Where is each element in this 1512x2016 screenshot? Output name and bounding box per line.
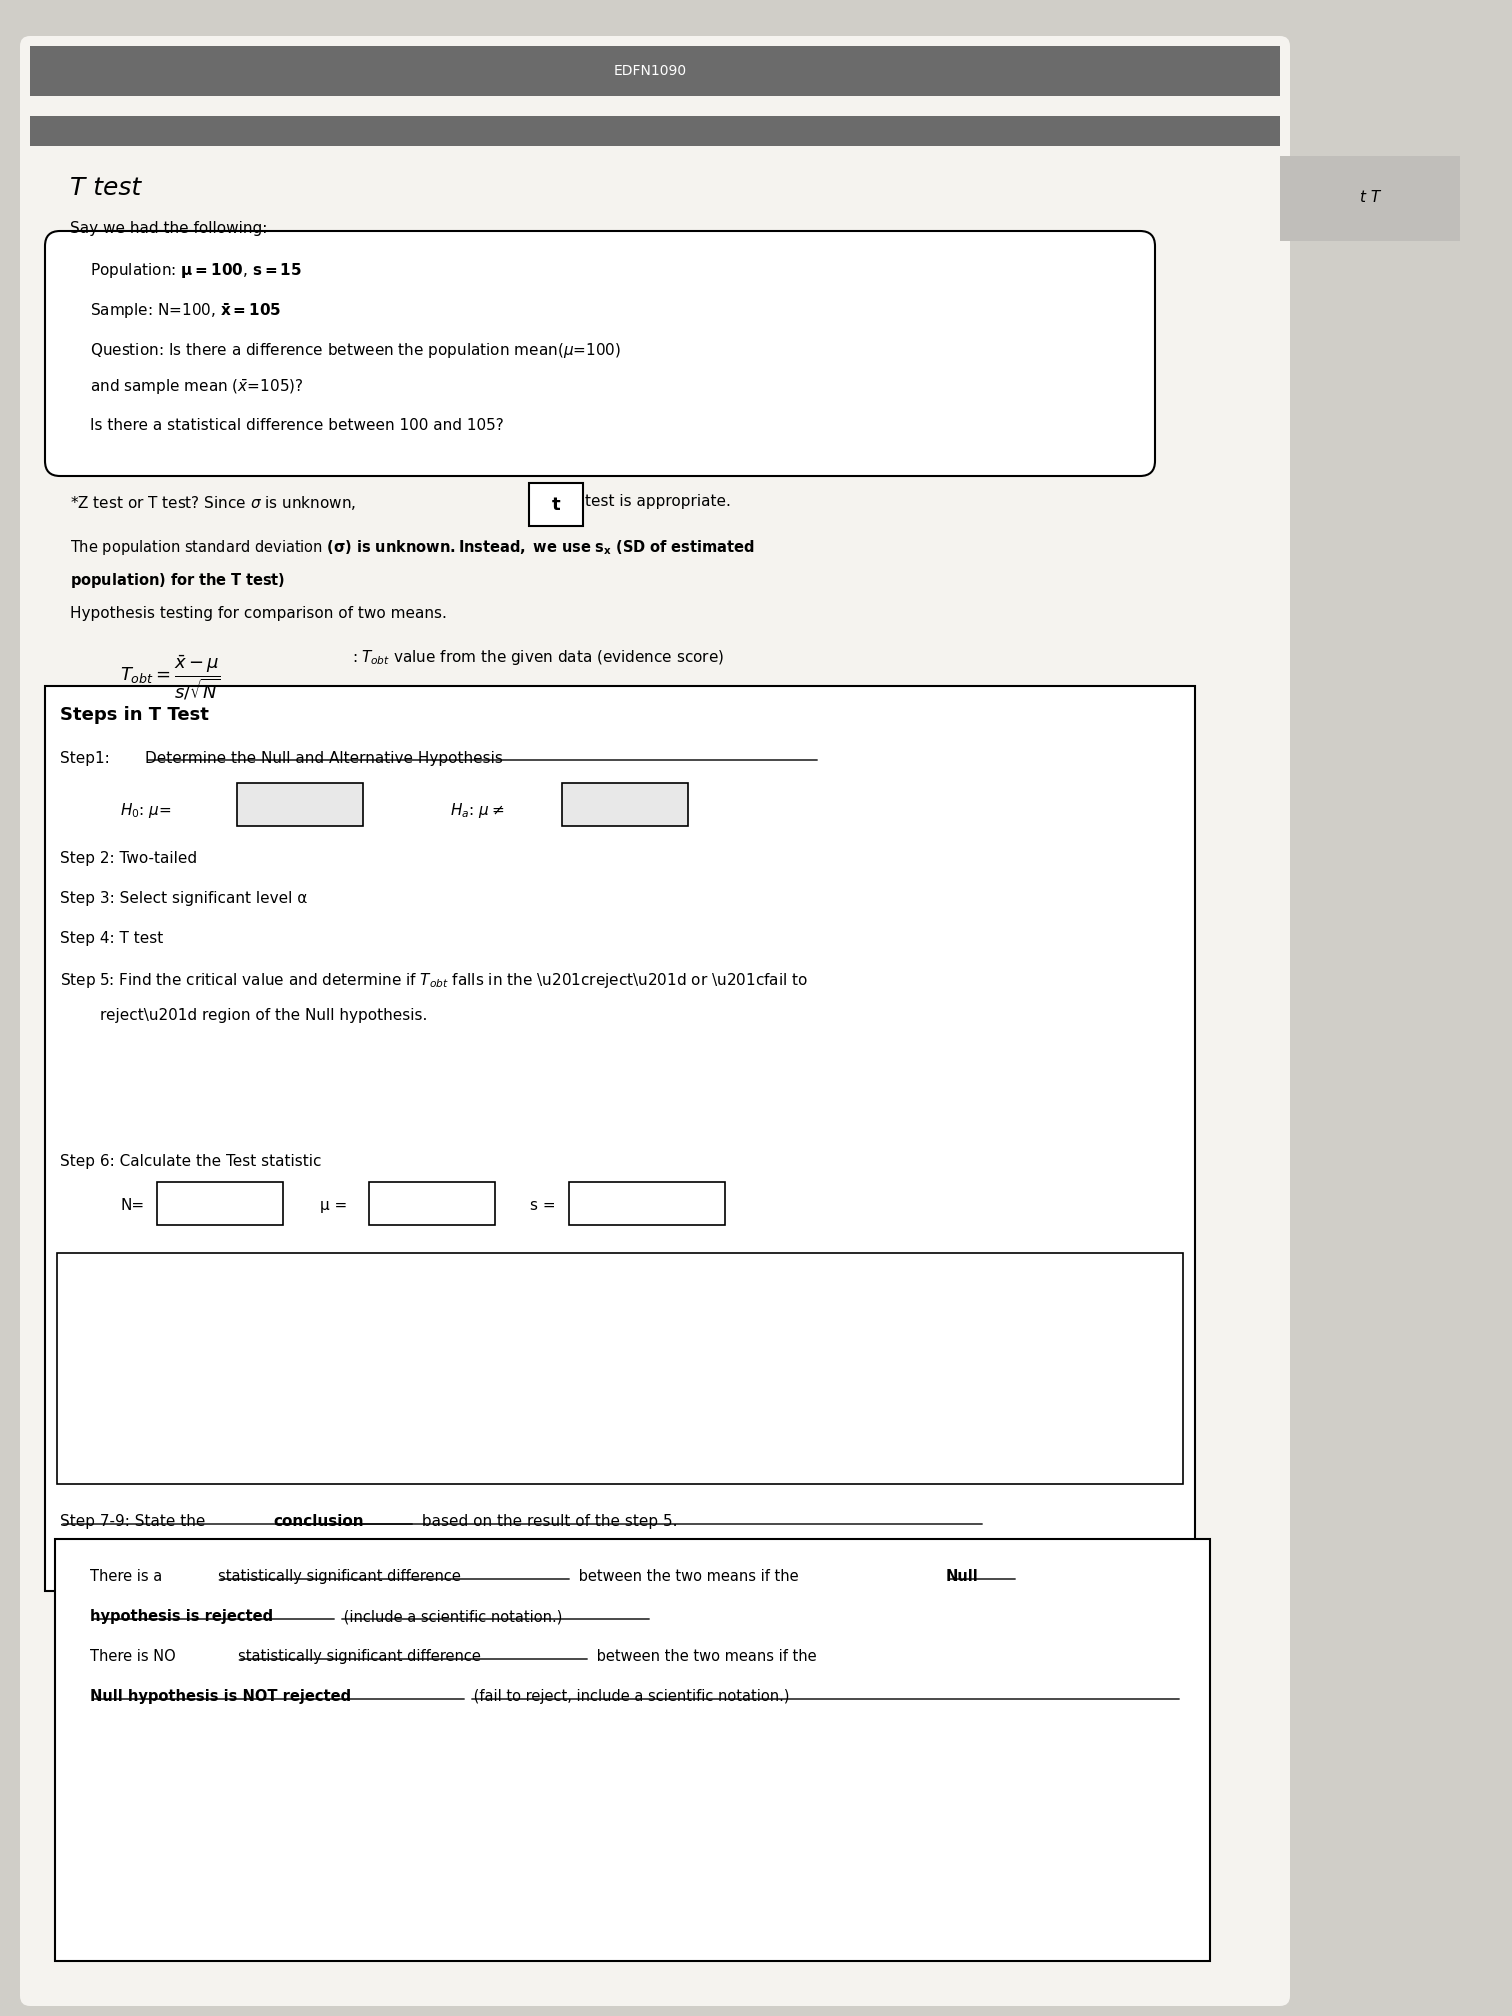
Text: Step1:: Step1: (60, 752, 115, 766)
FancyBboxPatch shape (54, 1538, 1210, 1962)
Text: Population: $\bf{\mu=100}$, $\bf{s=15}$: Population: $\bf{\mu=100}$, $\bf{s=15}$ (91, 260, 302, 280)
Text: $H_0$: $\mu$=: $H_0$: $\mu$= (119, 800, 171, 821)
Text: There is a: There is a (91, 1568, 166, 1585)
Text: Step 7-9: State the: Step 7-9: State the (60, 1514, 210, 1528)
Text: $\bf{*Z\ test\ or\ T\ test?\ Since\ \sigma\ is\ unknown,}$$\bf{\ The\ population: $\bf{*Z\ test\ or\ T\ test?\ Since\ \sig… (70, 540, 640, 558)
Bar (30, 117, 1281, 145)
Text: $\mathbf{population)\ for\ the\ T\ test)}$: $\mathbf{population)\ for\ the\ T\ test)… (70, 571, 286, 591)
Text: $T_{obt} = \dfrac{\bar{x}-\mu}{s/\sqrt{N}}$: $T_{obt} = \dfrac{\bar{x}-\mu}{s/\sqrt{N… (119, 653, 221, 702)
Bar (30, 46, 1281, 97)
Text: t T: t T (1359, 190, 1380, 206)
Text: Steps in T Test: Steps in T Test (60, 706, 209, 724)
Text: N=: N= (119, 1198, 144, 1214)
Text: Step 5: Find the critical value and determine if $T_{obt}$ falls in the \u201cre: Step 5: Find the critical value and dete… (60, 972, 807, 990)
Text: reject\u201d region of the Null hypothesis.: reject\u201d region of the Null hypothes… (100, 1008, 428, 1022)
FancyBboxPatch shape (529, 484, 584, 526)
FancyBboxPatch shape (562, 782, 688, 827)
Text: T test: T test (70, 175, 141, 200)
Text: Step 6: Calculate the Test statistic: Step 6: Calculate the Test statistic (60, 1153, 322, 1169)
Text: Null: Null (947, 1568, 978, 1585)
Text: Question: Is there a difference between the population mean($\mu$=100): Question: Is there a difference between … (91, 341, 621, 361)
FancyBboxPatch shape (569, 1181, 724, 1226)
FancyBboxPatch shape (45, 232, 1155, 476)
Text: based on the result of the step 5.: based on the result of the step 5. (417, 1514, 677, 1528)
Text: t: t (552, 496, 561, 514)
Text: Step 3: Select significant level α: Step 3: Select significant level α (60, 891, 307, 905)
Text: Say we had the following:: Say we had the following: (70, 222, 268, 236)
Text: Null hypothesis is NOT rejected: Null hypothesis is NOT rejected (91, 1689, 351, 1704)
Text: between the two means if the: between the two means if the (593, 1649, 816, 1663)
Text: conclusion: conclusion (274, 1514, 363, 1528)
Text: $:T_{obt}$ value from the given data (evidence score): $:T_{obt}$ value from the given data (ev… (349, 647, 724, 667)
Text: (include a scientific notation.): (include a scientific notation.) (339, 1609, 562, 1625)
Text: EDFN1090: EDFN1090 (614, 65, 686, 79)
Text: (fail to reject, include a scientific notation.): (fail to reject, include a scientific no… (469, 1689, 789, 1704)
Text: Sample: N=100, $\bf{\bar{x}=105}$: Sample: N=100, $\bf{\bar{x}=105}$ (91, 300, 281, 321)
FancyBboxPatch shape (237, 782, 363, 827)
Text: Hypothesis testing for comparison of two means.: Hypothesis testing for comparison of two… (70, 607, 448, 621)
FancyBboxPatch shape (369, 1181, 494, 1226)
Text: and sample mean ($\bar{x}$=105)?: and sample mean ($\bar{x}$=105)? (91, 379, 304, 397)
Text: between the two means if the: between the two means if the (575, 1568, 803, 1585)
Text: μ =: μ = (321, 1198, 348, 1214)
FancyBboxPatch shape (157, 1181, 283, 1226)
Text: Is there a statistical difference between 100 and 105?: Is there a statistical difference betwee… (91, 417, 503, 433)
Text: The population standard deviation $\mathbf{(\sigma)\ is\ unknown.}$$\mathbf{Inst: The population standard deviation $\math… (70, 538, 754, 556)
Bar (1281, 155, 1461, 242)
Text: hypothesis is rejected: hypothesis is rejected (91, 1609, 274, 1625)
FancyBboxPatch shape (45, 685, 1194, 1591)
Text: statistically significant difference: statistically significant difference (237, 1649, 481, 1663)
Text: test is appropriate.: test is appropriate. (585, 494, 730, 508)
Text: s =: s = (531, 1198, 555, 1214)
Text: $H_a$: $\mu\neq$: $H_a$: $\mu\neq$ (451, 800, 505, 821)
Text: There is NO: There is NO (91, 1649, 180, 1663)
Text: Step 4: T test: Step 4: T test (60, 931, 163, 946)
Text: Determine the Null and Alternative Hypothesis: Determine the Null and Alternative Hypot… (145, 752, 503, 766)
Text: statistically significant difference: statistically significant difference (218, 1568, 461, 1585)
Text: Step 2: Two-tailed: Step 2: Two-tailed (60, 851, 197, 867)
FancyBboxPatch shape (57, 1254, 1182, 1484)
Text: *Z test or T test? Since $\sigma$ is unknown,: *Z test or T test? Since $\sigma$ is unk… (70, 494, 357, 512)
FancyBboxPatch shape (20, 36, 1290, 2006)
